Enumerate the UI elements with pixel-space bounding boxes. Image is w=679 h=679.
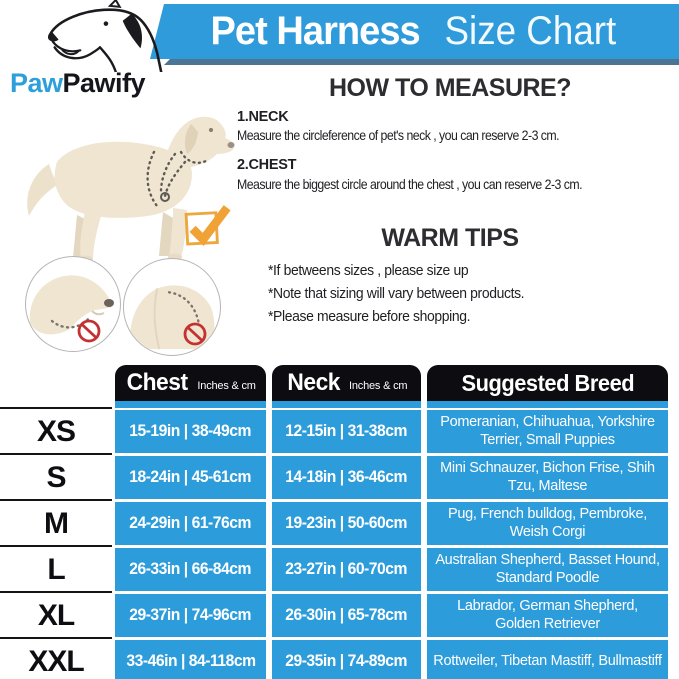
size-label-xs: XS (0, 407, 112, 455)
banner-title-light: Size Chart (444, 9, 617, 53)
brand-wordmark: PawPawify (10, 68, 146, 99)
neck-value: 14-18in | 36-46cm (285, 468, 408, 486)
chest-value: 24-29in | 61-76cm (129, 514, 252, 532)
checkmark-icon (184, 205, 231, 246)
warm-tips-heading: WARM TIPS (381, 224, 519, 252)
breed-cell: Pomeranian, Chihuahua, Yorkshire Terrier… (427, 410, 668, 453)
column-header-label: Suggested Breed (461, 369, 634, 396)
column-header-label: Chest (126, 369, 188, 396)
neck-cell: 23-27in | 60-70cm (272, 548, 421, 591)
size-label-l: L (0, 545, 112, 593)
chest-cell: 15-19in | 38-49cm (115, 410, 266, 453)
tip-item: *Please measure before shopping. (268, 308, 471, 325)
no-symbol-icon (183, 322, 207, 346)
no-symbol-icon (77, 319, 101, 343)
brand-part-pawify: Pawify (62, 68, 146, 98)
chest-value: 15-19in | 38-49cm (129, 422, 252, 440)
column-header-breed: Suggested Breed (427, 365, 668, 401)
banner-shadow (164, 59, 679, 65)
breed-cell: Australian Shepherd, Basset Hound, Stand… (427, 548, 668, 591)
breed-cell: Mini Schnauzer, Bichon Frise, Shih Tzu, … (427, 456, 668, 499)
neck-value: 29-35in | 74-89cm (285, 652, 408, 670)
chest-cell: 18-24in | 45-61cm (115, 456, 266, 499)
neck-cell: 29-35in | 74-89cm (272, 640, 421, 679)
column-header-label: Neck (287, 369, 340, 396)
step-chest-text: Measure the biggest circle around the ch… (237, 176, 583, 192)
title-banner: Pet Harness Size Chart (150, 4, 679, 59)
chest-value: 29-37in | 74-96cm (129, 606, 252, 624)
neck-cell: 14-18in | 36-46cm (272, 456, 421, 499)
wrong-neck-illustration (29, 275, 114, 335)
neck-value: 23-27in | 60-70cm (285, 560, 408, 578)
dog-harness-photo (27, 116, 235, 263)
size-label-m: M (0, 499, 112, 547)
size-label-xxl: XXL (0, 637, 112, 679)
breed-cell: Labrador, German Shepherd, Golden Retrie… (427, 594, 668, 637)
neck-cell: 19-23in | 50-60cm (272, 502, 421, 545)
chest-value: 26-33in | 66-84cm (129, 560, 252, 578)
chest-cell: 26-33in | 66-84cm (115, 548, 266, 591)
brand-part-paw: Paw (10, 68, 63, 98)
chest-cell: 33-46in | 84-118cm (115, 640, 266, 679)
chest-value: 33-46in | 84-118cm (125, 652, 256, 670)
step-chest-label: 2.CHEST (237, 157, 297, 173)
breed-cell: Rottweiler, Tibetan Mastiff, Bullmastiff (427, 640, 668, 679)
column-header-chest: Chest Inches & cm (115, 365, 266, 401)
warm-tips-list: *If betweens sizes , please size up *Not… (268, 259, 668, 328)
column-underbar (272, 401, 421, 408)
chest-cell: 29-37in | 74-96cm (115, 594, 266, 637)
brand-dog-head-icon (47, 0, 163, 72)
neck-cell: 26-30in | 65-78cm (272, 594, 421, 637)
neck-value: 26-30in | 65-78cm (285, 606, 408, 624)
size-label-s: S (0, 453, 112, 501)
column-header-sublabel: Inches & cm (197, 380, 256, 392)
column-header-sublabel: Inches & cm (349, 380, 408, 392)
column-underbar (115, 401, 266, 408)
chest-value: 18-24in | 45-61cm (129, 468, 252, 486)
step-neck-label: 1.NECK (237, 109, 289, 125)
neck-value: 19-23in | 50-60cm (285, 514, 408, 532)
wrong-example-neck (25, 256, 121, 352)
step-neck-text: Measure the circleference of pet's neck … (237, 127, 560, 143)
chest-cell: 24-29in | 61-76cm (115, 502, 266, 545)
column-header-neck: Neck Inches & cm (272, 365, 421, 401)
size-table: Chest Inches & cm Neck Inches & cm Sugge… (0, 363, 679, 679)
breed-cell: Pug, French bulldog, Pembroke, Weish Cor… (427, 502, 668, 545)
size-label-xl: XL (0, 591, 112, 639)
neck-value: 12-15in | 31-38cm (285, 422, 408, 440)
banner-title-bold: Pet Harness (210, 9, 421, 53)
tip-item: *Note that sizing will vary between prod… (268, 285, 525, 302)
column-underbar (427, 401, 668, 408)
neck-cell: 12-15in | 31-38cm (272, 410, 421, 453)
how-to-measure-heading: HOW TO MEASURE? (328, 74, 572, 102)
tip-item: *If betweens sizes , please size up (268, 262, 469, 279)
